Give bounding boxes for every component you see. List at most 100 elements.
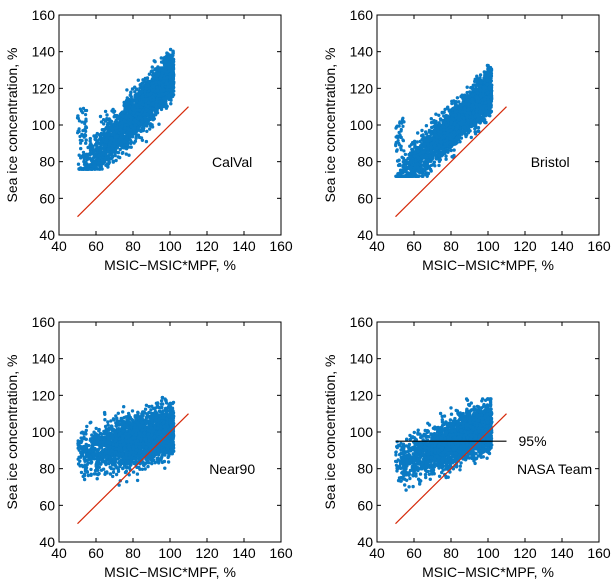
data-point	[150, 65, 154, 69]
data-point	[104, 126, 108, 130]
data-point	[141, 78, 145, 82]
data-point	[119, 133, 123, 138]
data-point	[162, 56, 166, 60]
data-point	[79, 141, 83, 145]
data-point	[83, 108, 87, 113]
data-point	[416, 131, 420, 135]
data-point	[452, 148, 456, 152]
data-point	[143, 112, 147, 116]
data-point	[135, 103, 140, 108]
data-point	[84, 141, 88, 145]
data-point	[444, 157, 448, 161]
chart-panel-1: 40 60 80 100 120 140 160406080100120140160MSIC…	[4, 7, 293, 273]
data-point	[125, 143, 130, 147]
data-point	[130, 101, 134, 105]
x-tick-label: 100	[158, 238, 182, 254]
data-point	[133, 139, 138, 143]
data-point	[114, 147, 118, 151]
data-point	[165, 88, 169, 92]
data-point	[103, 109, 108, 114]
data-point	[129, 141, 133, 146]
data-point	[160, 92, 164, 96]
data-point	[93, 137, 98, 142]
data-point	[444, 154, 448, 158]
data-point	[125, 88, 129, 92]
data-point	[76, 162, 81, 166]
data-point	[153, 68, 157, 72]
data-point	[99, 143, 103, 147]
data-point	[82, 159, 86, 164]
data-point	[157, 122, 161, 126]
data-point	[171, 83, 175, 88]
data-point	[155, 85, 159, 90]
data-point	[98, 114, 103, 119]
data-point	[419, 171, 424, 175]
data-point	[88, 151, 93, 155]
data-point	[99, 140, 103, 144]
data-point	[144, 103, 148, 108]
data-point	[171, 53, 175, 58]
data-point	[92, 149, 96, 153]
data-point	[486, 71, 490, 75]
chart-panel-2: 40 60 80 100 120 140 160406080100120140160MSIC…	[322, 7, 611, 273]
data-point	[133, 90, 137, 94]
data-point	[111, 107, 115, 112]
data-point	[83, 122, 87, 126]
data-point	[170, 62, 174, 66]
data-point	[159, 56, 163, 60]
data-point	[120, 151, 125, 155]
data-point	[485, 63, 490, 68]
data-point	[471, 83, 475, 88]
data-point	[168, 47, 173, 52]
data-point	[150, 88, 155, 93]
data-point	[421, 174, 425, 178]
data-point	[403, 152, 408, 157]
x-tick-label: 60	[88, 238, 104, 254]
data-point	[167, 93, 171, 98]
data-point	[419, 166, 423, 170]
data-point	[101, 118, 106, 122]
data-point	[150, 125, 155, 129]
data-point	[430, 125, 434, 130]
data-point	[116, 115, 121, 120]
data-point	[118, 155, 122, 160]
data-point	[88, 136, 93, 141]
data-point	[124, 152, 128, 156]
data-point	[166, 52, 170, 56]
data-point	[159, 60, 164, 64]
data-point	[132, 126, 136, 130]
data-point	[151, 101, 155, 106]
data-point	[153, 60, 157, 64]
data-point	[130, 87, 135, 91]
data-point	[157, 80, 161, 85]
data-point	[122, 146, 126, 150]
data-point	[94, 166, 99, 170]
data-point	[158, 100, 163, 105]
data-point	[168, 84, 172, 89]
data-point	[127, 114, 131, 118]
data-point	[88, 139, 92, 143]
data-point	[118, 147, 122, 152]
data-point	[149, 69, 153, 74]
data-point	[96, 161, 101, 165]
y-tick-label: 100	[32, 117, 56, 133]
data-point	[162, 69, 167, 73]
data-point	[143, 90, 147, 94]
data-point	[159, 107, 164, 112]
data-point	[127, 153, 131, 157]
data-point	[147, 72, 152, 76]
y-tick-label: 80	[39, 154, 55, 170]
data-point	[408, 155, 412, 159]
data-point	[129, 145, 133, 149]
data-point	[110, 155, 115, 159]
y-tick-label: 60	[39, 190, 55, 206]
data-point	[105, 123, 110, 127]
data-point	[152, 75, 156, 80]
data-point	[87, 156, 91, 161]
data-point	[104, 137, 109, 142]
data-point	[420, 128, 424, 133]
data-point	[114, 126, 118, 130]
data-point	[148, 127, 152, 131]
data-point	[122, 110, 127, 115]
